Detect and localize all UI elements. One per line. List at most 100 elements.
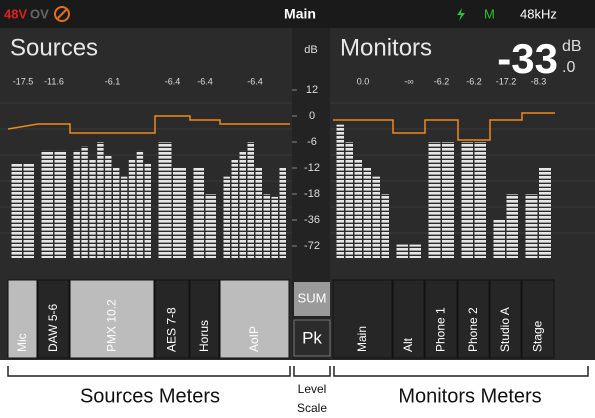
- channel-level: -6.2: [466, 76, 482, 86]
- meter-bar: [461, 142, 473, 258]
- peak-label: Pk: [302, 328, 322, 347]
- sum-label: SUM: [298, 290, 327, 305]
- channel-level: -6.4: [197, 76, 213, 86]
- scale-tick-label: 0: [309, 110, 315, 122]
- mode: M: [484, 6, 495, 21]
- scale-tick-label: -72: [304, 240, 320, 252]
- scale-unit: dB: [304, 44, 317, 56]
- faders: [7, 112, 555, 141]
- meter-bar: [442, 142, 454, 258]
- channel-tab[interactable]: [424, 279, 458, 359]
- meter-bar: [11, 163, 22, 258]
- meter-bar: [336, 124, 344, 259]
- meter-bar: [539, 168, 551, 258]
- meter-bar: [271, 196, 278, 258]
- overload: OV: [30, 6, 49, 21]
- channel-tab[interactable]: [521, 279, 555, 359]
- meter-bar: [97, 142, 104, 258]
- meter-bar: [263, 194, 270, 258]
- meter-bar: [363, 168, 371, 258]
- meter-bar: [113, 168, 120, 258]
- bracket: [7, 366, 589, 377]
- channel-level: -6.1: [105, 76, 121, 86]
- sum-button[interactable]: [294, 282, 330, 316]
- channel-level: 0.0: [357, 76, 370, 86]
- meter-bar: [396, 244, 408, 258]
- channel-tab[interactable]: [154, 279, 190, 359]
- status-bar: [0, 0, 595, 28]
- meter-bar: [54, 150, 66, 258]
- channel-tab[interactable]: [457, 279, 490, 359]
- channel-level: -17.2: [496, 76, 517, 86]
- peak-button[interactable]: [293, 319, 331, 357]
- meter-bar: [354, 159, 362, 258]
- meter-bar: [81, 146, 88, 258]
- channel-name: PMX 10.2: [105, 299, 119, 352]
- meter-bar: [144, 163, 151, 258]
- meter-bar: [41, 150, 53, 258]
- channel-level: -11.6: [44, 76, 64, 86]
- monitor-decimal: .0: [562, 59, 575, 76]
- scale-label: Scale: [297, 401, 327, 415]
- meter-bar: [120, 176, 128, 258]
- channel-name: AES 7-8: [165, 307, 179, 352]
- mute-icon: [54, 6, 70, 22]
- channel-level: -6.4: [165, 76, 181, 86]
- channel-name: AoIP: [247, 326, 261, 352]
- meter-bar: [73, 150, 80, 258]
- channel-tab[interactable]: [219, 279, 290, 359]
- channel-name: Horus: [197, 320, 211, 352]
- channel-tab[interactable]: [37, 279, 70, 359]
- channel-level: -17.5: [13, 76, 34, 86]
- level-label: Level: [298, 382, 327, 396]
- monitor-level: -33: [497, 35, 558, 82]
- meter-bar: [223, 176, 230, 258]
- meter-bar: [193, 168, 204, 258]
- meter-bar: [345, 142, 353, 258]
- channel-name: Stage: [531, 320, 545, 352]
- meter-bar: [493, 220, 505, 258]
- meter-bar: [136, 150, 144, 258]
- sources-meters-label: Sources Meters: [80, 385, 220, 407]
- meter-bar: [128, 159, 136, 258]
- meter-bar: [381, 194, 389, 258]
- channel-tab[interactable]: [7, 279, 38, 359]
- meter-bar: [428, 142, 441, 258]
- channel-level: -∞: [404, 76, 413, 86]
- channel-tab[interactable]: [489, 279, 522, 359]
- meter-bar: [255, 168, 262, 258]
- sync-icon: [457, 8, 465, 21]
- channel-name: Main: [355, 326, 369, 352]
- channel-tab[interactable]: [392, 279, 425, 359]
- status-title: Main: [284, 6, 316, 22]
- sources-title: Sources: [10, 34, 98, 61]
- scale-tick-label: -6: [307, 136, 317, 148]
- channel-level: -6.4: [247, 76, 263, 86]
- channel-name: Alt: [401, 337, 415, 352]
- sample-rate: 48kHz: [520, 6, 557, 21]
- meter-bar: [506, 194, 518, 258]
- channel-tab[interactable]: [69, 279, 155, 359]
- scale-tick-label: -18: [304, 188, 320, 200]
- meter-bar: [158, 142, 172, 258]
- meter-bar: [279, 168, 286, 258]
- scale-tick-label: -36: [304, 214, 320, 226]
- channel-tab[interactable]: [332, 279, 393, 359]
- channel-name: Phone 1: [434, 307, 448, 352]
- channel-name: Studio A: [498, 307, 512, 352]
- meter-bar: [474, 142, 486, 258]
- channel-name: Phone 2: [466, 307, 480, 352]
- monitors-meters-label: Monitors Meters: [398, 385, 541, 407]
- channel-tab[interactable]: [189, 279, 220, 359]
- meter-bar: [239, 150, 246, 258]
- meter-bar: [525, 194, 538, 258]
- meter-bar: [409, 244, 421, 258]
- channel-name: Mic: [15, 333, 29, 352]
- meter-bar: [89, 159, 96, 258]
- meter-bar: [105, 155, 112, 258]
- channel-level: -8.3: [531, 76, 547, 86]
- channel-level: -6.2: [434, 76, 450, 86]
- meter-bar: [372, 176, 380, 258]
